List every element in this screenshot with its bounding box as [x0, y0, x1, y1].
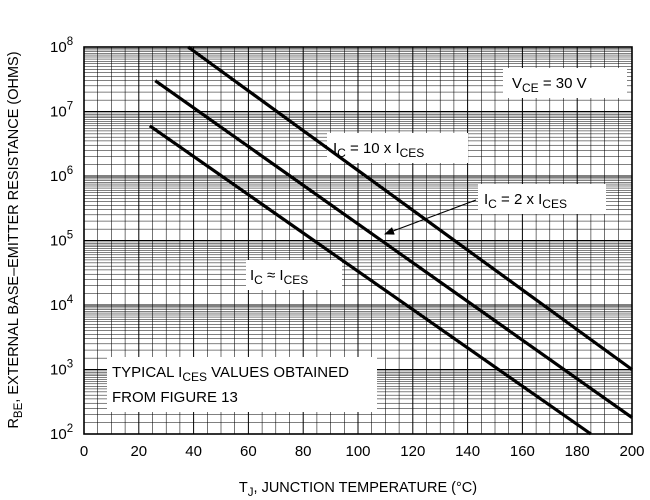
- series-line-1: [187, 45, 633, 371]
- y-tick-label: 105: [50, 230, 73, 250]
- y-tick-label: 102: [50, 423, 73, 443]
- y-tick-label: 106: [50, 165, 73, 185]
- series-lines: [148, 45, 633, 436]
- y-tick-label: 108: [50, 36, 73, 56]
- x-tick-label: 180: [565, 443, 590, 460]
- series-line-2: [154, 79, 633, 419]
- x-tick-label: 160: [510, 443, 535, 460]
- typical-label-box: [107, 357, 377, 412]
- x-tick-label: 100: [345, 443, 370, 460]
- typical-annotation-line1: TYPICAL ICES VALUES OBTAINED: [112, 364, 349, 384]
- plot-frame: [83, 46, 633, 435]
- x-tick-label: 200: [619, 443, 644, 460]
- series-line-3: [148, 124, 592, 436]
- y-axis-label: RBE, EXTERNAL BASE–EMITTER RESISTANCE (O…: [6, 51, 25, 428]
- x-tick-label: 80: [295, 443, 312, 460]
- x-tick-label: 140: [455, 443, 480, 460]
- ic1-annotation: IC ≈ ICES: [250, 267, 308, 287]
- vce-label-box: [503, 68, 627, 98]
- ic2-arrow: [384, 199, 477, 235]
- y-tick-label: 104: [50, 294, 74, 314]
- ic1-label-box: [246, 260, 342, 290]
- x-tick-labels: 0 20 40 60 80 100 120 140 160 180 200: [80, 443, 645, 460]
- ic10-label-box: [327, 133, 468, 163]
- x-tick-label: 40: [185, 443, 202, 460]
- y-tick-labels: 102 103 104 105 106 107 108: [50, 36, 74, 443]
- y-tick-label: 103: [50, 359, 73, 379]
- x-tick-label: 0: [80, 443, 88, 460]
- ic2-annotation: IC = 2 x ICES: [484, 191, 567, 211]
- y-tick-label: 107: [50, 101, 73, 121]
- x-tick-label: 120: [400, 443, 425, 460]
- x-tick-label: 20: [130, 443, 147, 460]
- ic2-label-box: [478, 184, 606, 214]
- x-axis-label: TJ, JUNCTION TEMPERATURE (°C): [239, 480, 477, 499]
- vce-annotation: VCE = 30 V: [512, 75, 587, 95]
- x-tick-label: 60: [240, 443, 257, 460]
- ic10-annotation: IC = 10 x ICES: [333, 140, 424, 160]
- typical-annotation-line2: FROM FIGURE 13: [112, 389, 238, 406]
